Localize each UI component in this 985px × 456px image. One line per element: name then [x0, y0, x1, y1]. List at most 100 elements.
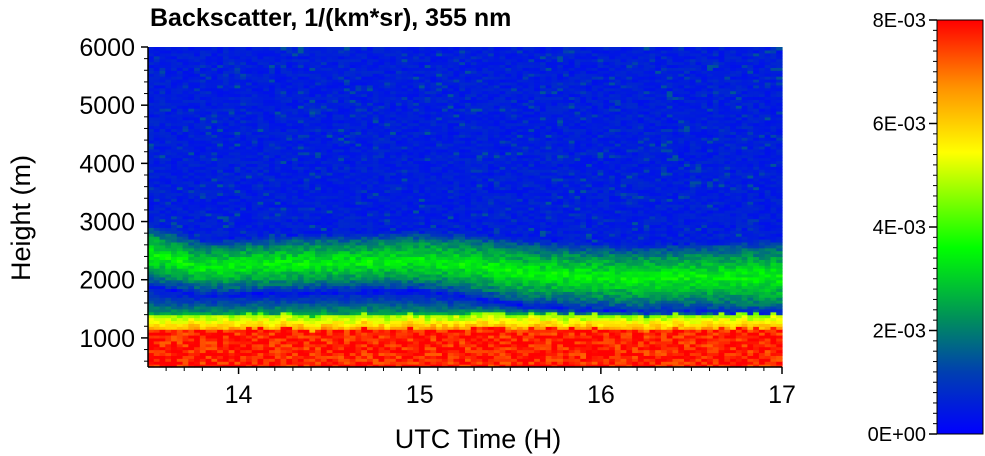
heatmap-cell [176, 364, 184, 368]
heatmap-cell [182, 154, 189, 159]
heatmap-cell [395, 262, 403, 266]
heatmap-cell [315, 358, 322, 362]
heatmap-cell [395, 209, 403, 214]
heatmap-cell [153, 233, 161, 237]
heatmap-cell [338, 183, 345, 188]
heatmap-cell [171, 143, 178, 147]
heatmap-cell [153, 209, 161, 214]
heatmap-cell [338, 79, 345, 83]
heatmap-cell [188, 160, 195, 164]
heatmap-cell [395, 81, 403, 86]
heatmap-cell [165, 160, 172, 164]
heatmap-cell [338, 282, 345, 287]
heatmap-cell [165, 209, 172, 214]
heatmap-cell [320, 279, 328, 284]
heatmap-cell [228, 81, 236, 86]
heatmap-cell [361, 189, 368, 194]
heatmap-cell [309, 361, 316, 365]
heatmap-cell [148, 212, 155, 217]
heatmap-cell [309, 303, 316, 307]
heatmap-cell [234, 49, 241, 54]
heatmap-cell [211, 282, 218, 287]
heatmap-cell [240, 343, 247, 348]
heatmap-cell [194, 175, 201, 179]
heatmap-cell [367, 175, 374, 179]
heatmap-cell [401, 305, 408, 310]
heatmap-cell [182, 96, 189, 100]
heatmap-cell [153, 227, 161, 231]
heatmap-cell [286, 140, 293, 144]
heatmap-cell [292, 273, 299, 278]
heatmap-cell [378, 297, 385, 301]
heatmap-cell [188, 183, 195, 188]
heatmap-cell [222, 148, 230, 153]
heatmap-cell [222, 364, 230, 368]
heatmap-cell [251, 317, 259, 322]
heatmap-cell [159, 93, 166, 98]
heatmap-cell [222, 175, 230, 179]
heatmap-cell [153, 268, 161, 272]
heatmap-cell [395, 175, 403, 179]
heatmap-cell [240, 227, 247, 231]
heatmap-cell [263, 294, 270, 298]
heatmap-cell [320, 175, 328, 179]
heatmap-cell [309, 282, 316, 287]
heatmap-cell [292, 52, 299, 57]
heatmap-cell [286, 259, 293, 263]
heatmap-cell [292, 145, 299, 150]
heatmap-cell [274, 177, 282, 182]
heatmap-cell [257, 180, 264, 185]
heatmap-cell [367, 111, 374, 115]
heatmap-cell [355, 268, 362, 272]
heatmap-cell [390, 172, 397, 176]
heatmap-cell [355, 113, 362, 118]
heatmap-cell [234, 105, 241, 109]
heatmap-cell [401, 160, 408, 164]
heatmap-cell [390, 52, 397, 57]
heatmap-cell [188, 128, 195, 132]
heatmap-cell [407, 305, 414, 310]
heatmap-cell [309, 320, 316, 324]
heatmap-cell [217, 244, 224, 249]
heatmap-cell [303, 84, 310, 89]
heatmap-cell [297, 105, 305, 109]
heatmap-cell [217, 166, 224, 170]
heatmap-cell [228, 259, 236, 263]
heatmap-cell [343, 361, 351, 365]
heatmap-cell [171, 247, 178, 252]
heatmap-cell [171, 227, 178, 231]
heatmap-cell [367, 259, 374, 263]
heatmap-cell [222, 332, 230, 336]
heatmap-cell [176, 358, 184, 362]
heatmap-cell [338, 236, 345, 240]
heatmap-cell [309, 105, 316, 109]
heatmap-cell [343, 61, 351, 66]
heatmap-cell [228, 361, 236, 365]
heatmap-cell [332, 288, 339, 292]
heatmap-cell [251, 183, 259, 188]
heatmap-cell [251, 233, 259, 237]
heatmap-cell [315, 323, 322, 327]
heatmap-cell [320, 215, 328, 220]
heatmap-cell [361, 166, 368, 170]
heatmap-cell [274, 125, 282, 130]
heatmap-cell [395, 177, 403, 182]
heatmap-cell [309, 186, 316, 191]
heatmap-cell [240, 250, 247, 255]
heatmap-cell [188, 111, 195, 115]
heatmap-cell [390, 111, 397, 115]
heatmap-cell [171, 189, 178, 194]
heatmap-cell [355, 326, 362, 330]
heatmap-cell [199, 265, 207, 269]
heatmap-cell [343, 172, 351, 176]
heatmap-cell [297, 361, 305, 365]
heatmap-cell [176, 320, 184, 324]
heatmap-cell [315, 90, 322, 95]
heatmap-cell [372, 177, 380, 182]
heatmap-cell [228, 183, 236, 188]
heatmap-cell [211, 119, 218, 124]
heatmap-cell [194, 241, 201, 246]
heatmap-cell [199, 99, 207, 103]
heatmap-cell [292, 207, 299, 211]
heatmap-cell [332, 108, 339, 112]
